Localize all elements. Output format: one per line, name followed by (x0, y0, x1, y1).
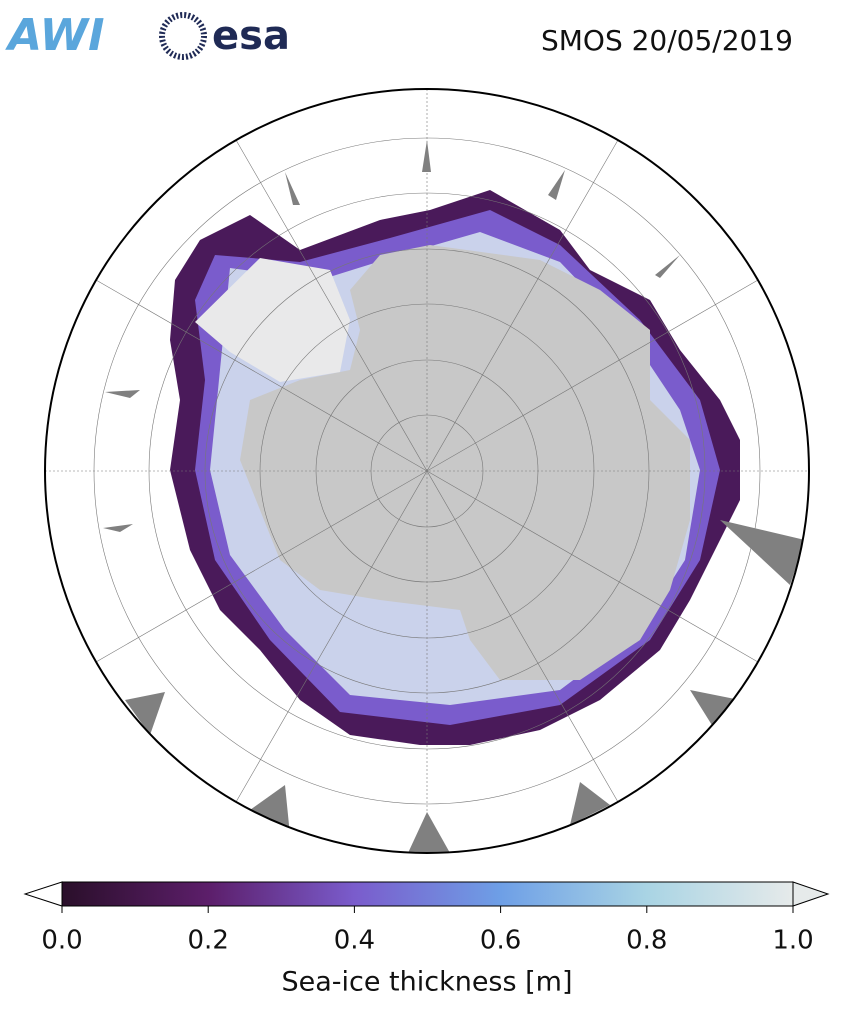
colorbar-scale (61, 881, 794, 907)
map-frame (44, 88, 810, 854)
colorbar-label: Sea-ice thickness [m] (281, 967, 572, 998)
colorbar-tick-label: 0.6 (480, 926, 521, 956)
colorbar-tick-label: 0.0 (41, 926, 82, 956)
esa-emblem (159, 12, 207, 60)
colorbar (23, 881, 830, 913)
colorbar-tick-label: 0.4 (334, 926, 375, 956)
colorbar-under (23, 881, 63, 907)
antarctica (240, 245, 690, 680)
colorbar-tick-label: 0.8 (626, 926, 667, 956)
colorbar-tick-label: 0.2 (188, 926, 229, 956)
esa-logo: esa (212, 13, 290, 59)
colorbar-over (792, 881, 830, 907)
awi-logo: AWI (5, 10, 105, 61)
map (45, 89, 809, 853)
map-title: SMOS 20/05/2019 (541, 24, 793, 57)
colorbar-tick-label: 1.0 (772, 926, 813, 956)
islands (103, 140, 805, 853)
graticule (45, 89, 809, 853)
